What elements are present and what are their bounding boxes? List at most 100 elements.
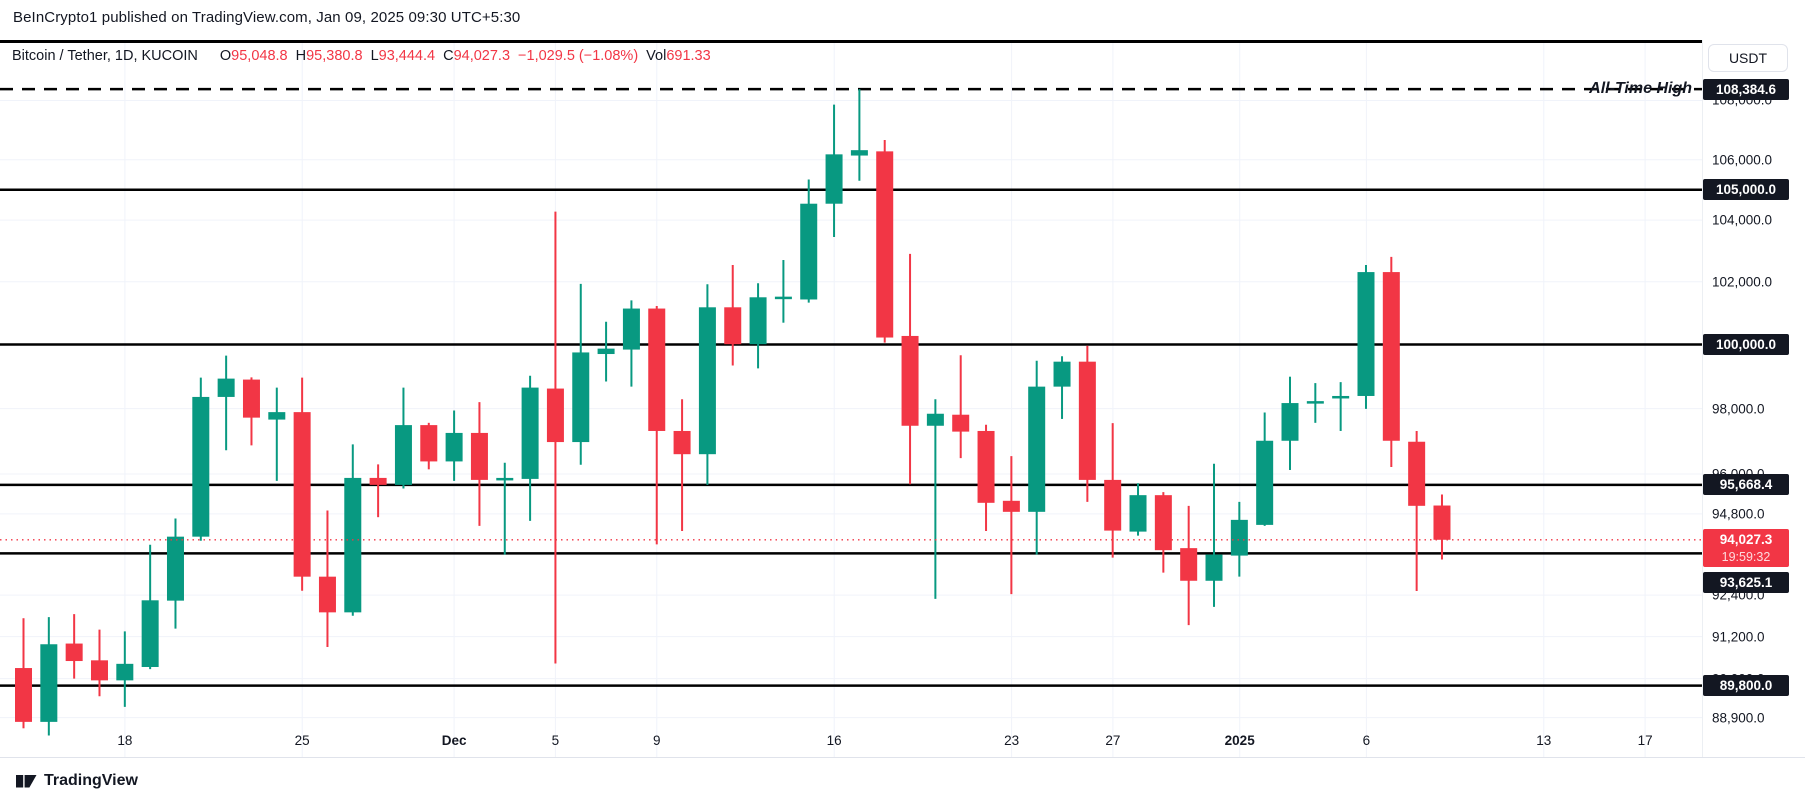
grid — [0, 43, 1702, 757]
volume-value: 691.33 — [666, 48, 711, 64]
candle — [470, 402, 488, 526]
low-label: L — [370, 48, 379, 64]
candle-body — [774, 296, 792, 300]
candle-body — [1180, 548, 1198, 581]
candle — [369, 464, 387, 518]
candle — [850, 89, 868, 181]
time-tick-label: 27 — [1105, 733, 1121, 748]
candle-body — [268, 412, 286, 420]
candle — [192, 377, 210, 541]
candle-body — [369, 477, 387, 485]
time-tick-label: 2025 — [1224, 733, 1255, 748]
time-tick-label: 9 — [653, 733, 661, 748]
bar-countdown: 19:59:32 — [1721, 549, 1771, 564]
low-value: 93,444.4 — [378, 48, 436, 64]
candle — [217, 355, 235, 451]
candle-body — [1408, 441, 1426, 506]
candle — [673, 399, 691, 531]
candle-body — [749, 297, 767, 345]
price-level-badge: 93,625.1 — [1703, 571, 1789, 593]
candle — [344, 444, 362, 616]
candle-body — [496, 477, 514, 481]
candle-body — [192, 396, 210, 537]
candle — [597, 321, 615, 382]
price-tick-label: 94,800.0 — [1712, 506, 1765, 522]
candle-body — [1382, 272, 1400, 441]
candle — [1433, 494, 1451, 560]
currency-toggle-button[interactable]: USDT — [1708, 44, 1788, 72]
tradingview-logo[interactable]: TradingView — [16, 772, 138, 790]
candle-body — [344, 477, 362, 613]
candle-body — [952, 414, 970, 432]
candle — [1129, 483, 1147, 536]
candle — [1078, 345, 1096, 502]
price-tick-label: 91,200.0 — [1712, 629, 1765, 645]
candle-body — [901, 335, 919, 426]
open-label: O — [219, 48, 232, 64]
candle-body — [420, 425, 438, 462]
candle-body — [1357, 272, 1375, 396]
candle-body — [850, 150, 868, 156]
candle — [65, 614, 83, 679]
high-value: 95,380.8 — [306, 48, 363, 64]
candle — [90, 629, 108, 697]
symbol-title: Bitcoin / Tether, 1D, KUCOIN — [12, 48, 198, 64]
candle-body — [698, 307, 716, 455]
candle — [698, 284, 716, 485]
candle-body — [825, 154, 843, 204]
candle — [1332, 382, 1350, 431]
chart-legend[interactable]: Bitcoin / Tether, 1D, KUCOIN O95,048.8 H95… — [12, 48, 711, 64]
candle — [876, 140, 894, 343]
candle — [901, 253, 919, 485]
close-label: C — [443, 48, 454, 64]
time-tick-label: Dec — [441, 733, 467, 748]
candle-body — [724, 307, 742, 345]
tradingview-logo-icon — [16, 774, 37, 787]
candle-body — [521, 387, 539, 479]
plot-area[interactable] — [0, 43, 1702, 757]
candle — [977, 424, 995, 531]
candle — [394, 387, 412, 489]
time-tick-label: 16 — [826, 733, 842, 748]
candle-body — [1433, 505, 1451, 540]
candle-body — [1154, 495, 1172, 551]
candle — [1408, 430, 1426, 592]
publisher-attribution: BeInCrypto1 published on TradingView.com… — [13, 9, 521, 26]
candle — [952, 355, 970, 459]
candle — [1180, 505, 1198, 626]
high-label: H — [295, 48, 307, 64]
candle — [141, 544, 159, 670]
price-level-badge: 100,000.0 — [1703, 334, 1789, 355]
candle-body — [470, 432, 488, 480]
candle-body — [15, 668, 32, 722]
price-level-badge: 105,000.0 — [1703, 179, 1789, 201]
candle-body — [166, 536, 184, 601]
last-price-value: 94,027.3 — [1719, 531, 1773, 547]
candle-body — [141, 600, 159, 667]
candle-body — [1332, 395, 1350, 399]
candle — [116, 631, 134, 707]
tradingview-logo-text: TradingView — [44, 772, 138, 789]
candle-body — [1129, 495, 1147, 532]
candle — [318, 510, 336, 648]
candle — [420, 422, 438, 470]
chart-bottom-border — [0, 757, 1805, 758]
candle — [268, 387, 286, 481]
candle — [1002, 456, 1020, 595]
all-time-high-label: All-Time High — [1589, 80, 1692, 97]
candle-body — [293, 412, 311, 577]
candle-body — [1053, 361, 1071, 387]
candle — [926, 399, 944, 599]
candle — [40, 617, 58, 736]
candle — [1028, 360, 1046, 555]
candle — [1104, 423, 1122, 558]
candle — [1357, 264, 1375, 409]
price-level-badge: 89,800.0 — [1703, 675, 1789, 697]
candle — [546, 211, 564, 664]
candle — [1154, 492, 1172, 573]
candle-body — [1256, 440, 1274, 525]
price-axis[interactable] — [1702, 40, 1805, 757]
candle — [1256, 412, 1274, 526]
